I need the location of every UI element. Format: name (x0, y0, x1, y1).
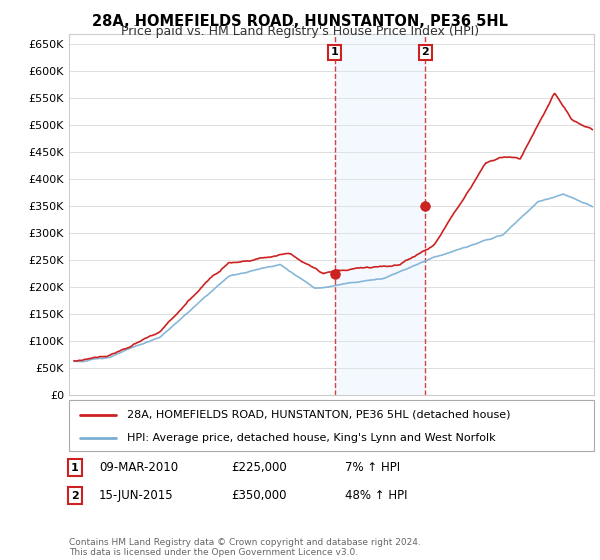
Bar (335, 34, 425, 395)
FancyBboxPatch shape (69, 400, 594, 451)
Text: 09-MAR-2010: 09-MAR-2010 (99, 461, 178, 474)
Text: 28A, HOMEFIELDS ROAD, HUNSTANTON, PE36 5HL: 28A, HOMEFIELDS ROAD, HUNSTANTON, PE36 5… (92, 14, 508, 29)
Text: 28A, HOMEFIELDS ROAD, HUNSTANTON, PE36 5HL (detached house): 28A, HOMEFIELDS ROAD, HUNSTANTON, PE36 5… (127, 409, 510, 419)
Text: £225,000: £225,000 (231, 461, 287, 474)
Text: HPI: Average price, detached house, King's Lynn and West Norfolk: HPI: Average price, detached house, King… (127, 433, 496, 443)
Text: 2: 2 (421, 48, 429, 58)
Text: 15-JUN-2015: 15-JUN-2015 (99, 489, 173, 502)
Text: 48% ↑ HPI: 48% ↑ HPI (345, 489, 407, 502)
Text: 2: 2 (71, 491, 79, 501)
Text: Price paid vs. HM Land Registry's House Price Index (HPI): Price paid vs. HM Land Registry's House … (121, 25, 479, 38)
Text: £350,000: £350,000 (231, 489, 287, 502)
Text: 1: 1 (331, 48, 338, 58)
Text: 1: 1 (71, 463, 79, 473)
Text: Contains HM Land Registry data © Crown copyright and database right 2024.
This d: Contains HM Land Registry data © Crown c… (69, 538, 421, 557)
Text: 7% ↑ HPI: 7% ↑ HPI (345, 461, 400, 474)
